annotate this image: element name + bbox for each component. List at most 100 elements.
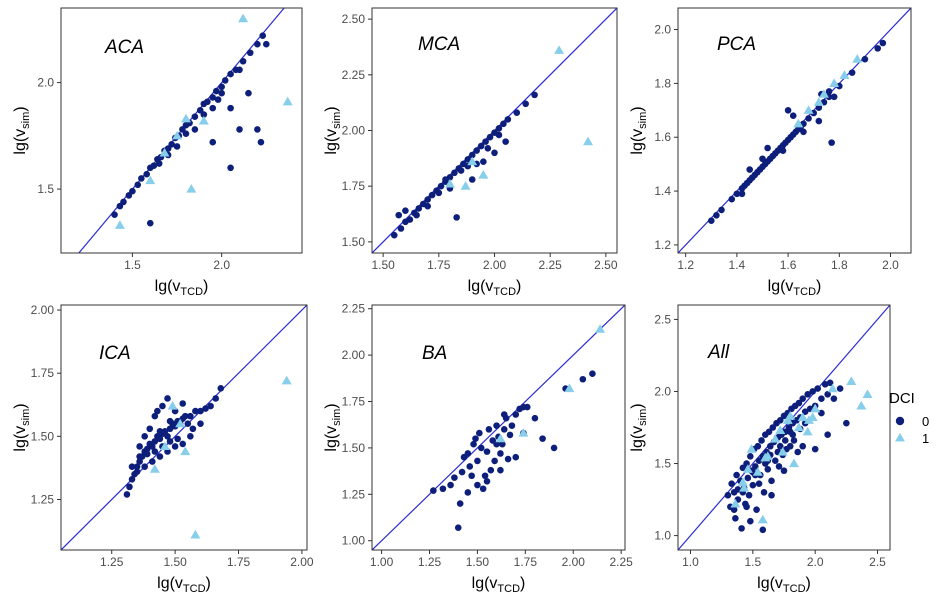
x-tick-label: 1.8 (831, 258, 848, 272)
point-dci-0 (771, 457, 779, 464)
point-dci-1 (829, 78, 840, 87)
point-dci-0 (390, 231, 398, 239)
x-tick-label: 2.25 (539, 258, 563, 272)
x-tick-label: 1.75 (427, 258, 451, 272)
x-tick-label: 1.25 (418, 555, 442, 569)
point-dci-1 (595, 324, 606, 333)
point-dci-0 (733, 471, 740, 479)
y-tick-label: 2.25 (342, 302, 366, 316)
point-dci-0 (789, 112, 797, 119)
point-dci-1 (802, 426, 813, 436)
point-dci-1 (839, 70, 850, 79)
panels: 1.5 2.0 1.5 2.0 lg(vTCD) lg(vsim) ACA 1.50 1.75 2… (12, 7, 912, 594)
point-dci-0 (744, 474, 752, 482)
y-tick-label: 1.50 (342, 441, 366, 455)
point-dci-0 (150, 162, 158, 169)
point-dci-0 (477, 142, 485, 150)
y-tick-label: 1.2 (654, 238, 671, 252)
points (111, 13, 293, 229)
point-dci-0 (491, 149, 498, 157)
point-dci-0 (227, 104, 234, 112)
point-dci-0 (730, 506, 738, 513)
points (123, 375, 292, 539)
point-dci-1 (818, 89, 829, 98)
point-dci-0 (464, 489, 472, 496)
y-tick-label: 2.00 (342, 348, 366, 362)
point-dci-0 (154, 407, 161, 415)
point-dci-0 (184, 420, 192, 428)
point-dci-1 (495, 433, 506, 443)
x-tick-label: 1.0 (682, 555, 699, 569)
x-tick-label: 1.50 (466, 555, 490, 569)
points (430, 324, 606, 532)
point-dci-0 (424, 196, 431, 203)
point-dci-0 (779, 147, 787, 154)
point-dci-0 (182, 130, 190, 137)
point-dci-0 (171, 443, 179, 450)
y-tick-label: 2.5 (654, 312, 671, 326)
point-dci-1 (775, 425, 786, 434)
point-dci-0 (531, 91, 538, 99)
point-dci-0 (161, 427, 169, 435)
point-dci-0 (718, 206, 725, 214)
point-dci-0 (504, 116, 512, 123)
x-tick-label: 2.0 (213, 258, 230, 272)
point-dci-0 (212, 395, 220, 402)
point-dci-1 (803, 105, 814, 114)
y-tick-label: 1.4 (654, 184, 671, 198)
panel-ica: 1.25 1.50 1.75 2.00 1.25 1.50 1.75 2.00 lg(vTCD)… (12, 303, 314, 594)
point-dci-0 (254, 40, 261, 48)
x-tick-label: 2.0 (882, 258, 899, 272)
point-dci-1 (190, 529, 201, 539)
point-dci-0 (143, 445, 151, 453)
point-dci-0 (809, 388, 816, 395)
point-dci-0 (799, 395, 807, 402)
point-dci-0 (724, 491, 732, 499)
panel-border (60, 7, 303, 254)
point-dci-0 (579, 375, 587, 383)
point-dci-0 (795, 399, 803, 407)
point-dci-1 (175, 418, 186, 428)
point-dci-0 (179, 440, 187, 448)
point-dci-0 (790, 437, 798, 444)
point-dci-0 (776, 416, 784, 424)
y-tick-label: 1.75 (342, 395, 366, 409)
x-axis-title: lg(vTCD) (468, 278, 522, 298)
x-tick-label: 1.75 (227, 555, 251, 569)
point-dci-0 (828, 139, 835, 146)
point-dci-0 (424, 202, 431, 210)
point-dci-0 (733, 190, 741, 198)
point-dci-0 (468, 176, 476, 183)
point-dci-1 (444, 178, 455, 188)
point-dci-0 (481, 472, 489, 480)
point-dci-1 (583, 136, 594, 146)
point-dci-0 (437, 182, 445, 190)
point-dci-0 (143, 170, 150, 178)
y-tick-label: 1.75 (31, 366, 55, 380)
point-dci-0 (111, 211, 118, 218)
x-axis-title: lg(vTCD) (757, 575, 811, 594)
y-axis-title: lg(vsim) (12, 106, 32, 154)
point-dci-1 (793, 422, 804, 432)
point-dci-0 (430, 487, 437, 494)
point-dci-1 (159, 441, 170, 451)
point-dci-0 (179, 400, 187, 407)
panel-pca: 1.2 1.4 1.6 1.8 2.0 1.2 1.4 1.6 1.8 2.0 lg(vTCD) lg… (629, 7, 912, 298)
y-tick-label: 2.25 (342, 68, 366, 82)
point-dci-1 (180, 113, 191, 123)
point-dci-1 (186, 184, 197, 193)
panel-label: ACA (104, 37, 144, 58)
point-dci-0 (755, 457, 763, 464)
point-dci-0 (522, 100, 529, 108)
panel-border (677, 7, 912, 254)
panel-all: 1.0 1.5 2.0 2.5 1.0 1.5 2.0 2.5 lg(vTCD) lg(vsim)… (629, 304, 891, 594)
x-tick-label: 1.5 (744, 555, 761, 569)
point-dci-0 (415, 205, 423, 212)
y-tick-label: 2.0 (654, 384, 671, 398)
point-dci-0 (500, 426, 508, 433)
point-dci-0 (456, 500, 464, 507)
point-dci-0 (120, 198, 127, 206)
point-dci-0 (133, 463, 141, 470)
point-dci-1 (788, 458, 799, 468)
y-tick-label: 2.0 (654, 23, 671, 37)
